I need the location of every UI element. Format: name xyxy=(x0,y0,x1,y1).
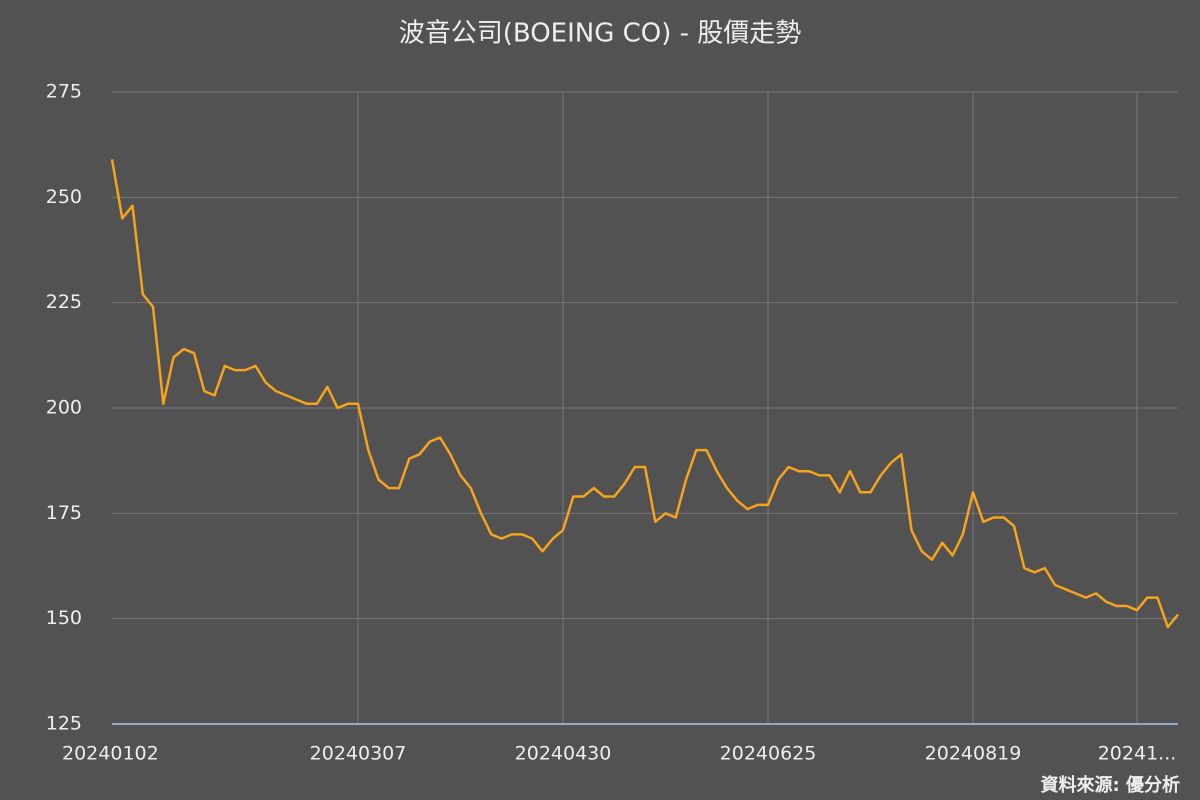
x-tick-label: 20240430 xyxy=(515,743,612,765)
x-tick-label: 20240307 xyxy=(310,743,407,765)
y-tick-label: 200 xyxy=(46,397,82,419)
y-tick-label: 175 xyxy=(46,502,82,524)
y-tick-label: 150 xyxy=(46,607,82,629)
x-tick-label: 20240102 xyxy=(62,743,159,765)
x-tick-label: 20240625 xyxy=(720,743,817,765)
source-note: 資料來源: 優分析 xyxy=(1041,774,1180,796)
chart-title: 波音公司(BOEING CO) - 股價走勢 xyxy=(399,19,802,49)
y-tick-label: 225 xyxy=(46,291,82,313)
x-tick-label: 20240819 xyxy=(925,743,1022,765)
y-tick-label: 125 xyxy=(46,713,82,735)
y-tick-label: 250 xyxy=(46,186,82,208)
y-tick-label: 275 xyxy=(46,81,82,103)
price-line xyxy=(110,159,1179,629)
x-tick-label: 20241... xyxy=(1098,743,1177,765)
